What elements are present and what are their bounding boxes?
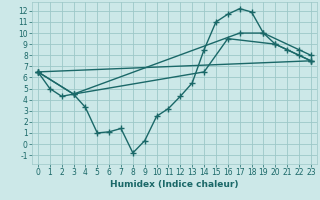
X-axis label: Humidex (Indice chaleur): Humidex (Indice chaleur) <box>110 180 239 189</box>
